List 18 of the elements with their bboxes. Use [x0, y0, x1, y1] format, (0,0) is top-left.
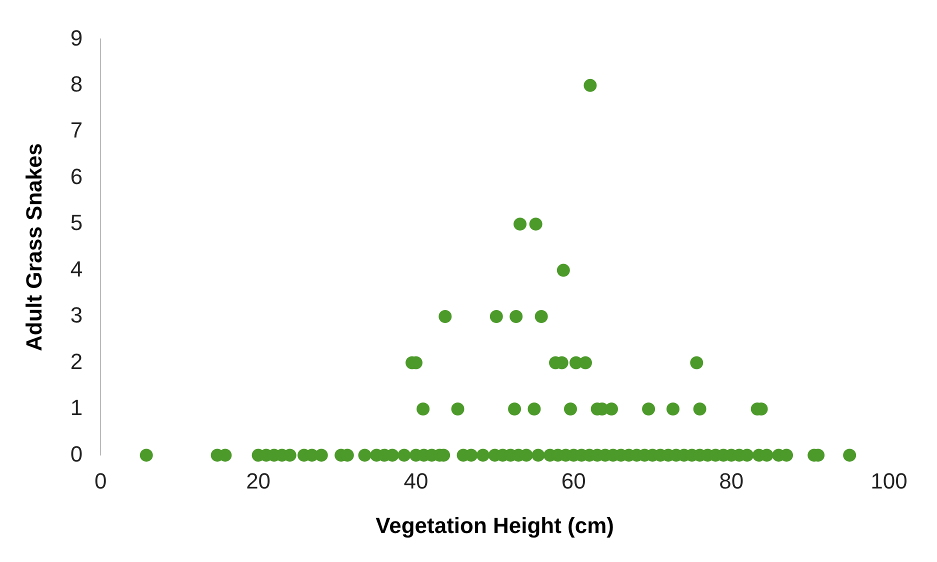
x-tick-label: 100	[870, 468, 908, 494]
x-tick-label: 40	[404, 468, 428, 494]
x-tick-label: 60	[561, 468, 586, 494]
y-tick-label: 4	[70, 256, 83, 282]
y-tick-label: 0	[70, 441, 83, 466]
y-tick-label: 8	[70, 71, 83, 96]
y-tick-label: 2	[70, 348, 83, 374]
y-tick-label: 6	[70, 164, 83, 189]
x-tick-label: 80	[719, 468, 744, 494]
y-axis-title: Adult Grass Snakes	[21, 143, 46, 352]
x-axis-title: Vegetation Height (cm)	[376, 512, 614, 538]
y-tick-label: 9	[70, 25, 83, 50]
x-tick-label: 20	[246, 468, 271, 494]
y-tick-label: 5	[70, 210, 83, 236]
y-tick-label: 1	[70, 395, 83, 420]
y-tick-label: 3	[70, 302, 83, 328]
x-tick-label: 0	[94, 468, 107, 494]
y-tick-label: 7	[70, 118, 83, 143]
